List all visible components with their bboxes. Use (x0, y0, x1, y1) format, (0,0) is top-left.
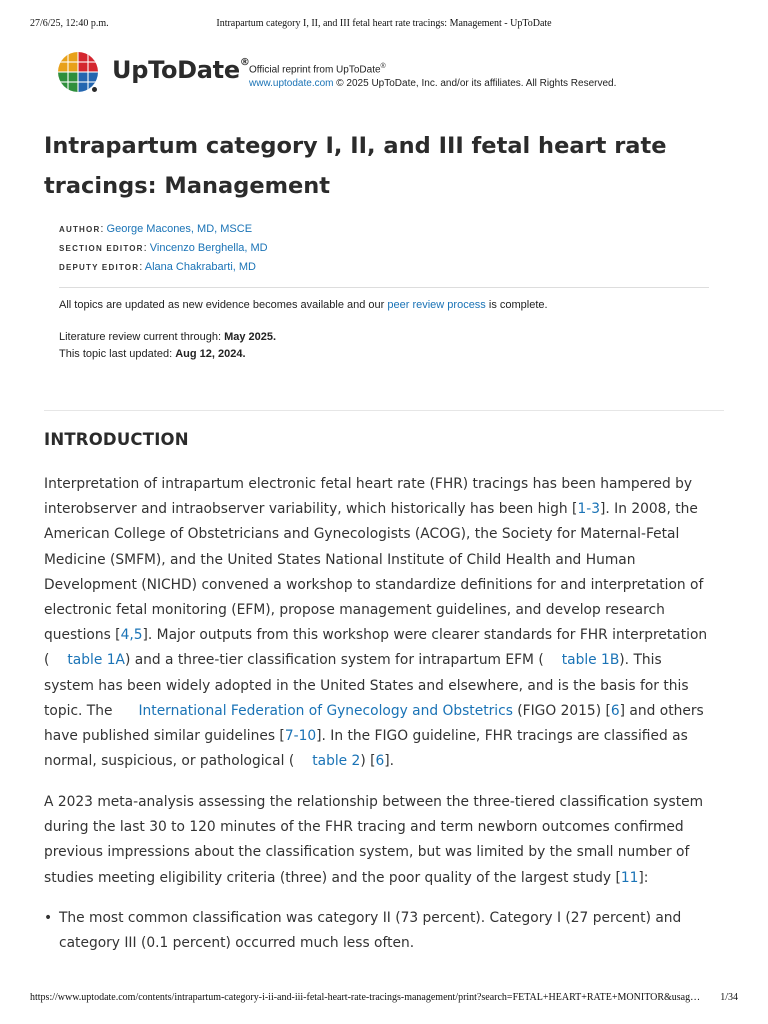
deputy-editor-label: Deputy Editor (59, 263, 140, 272)
section-heading-introduction: INTRODUCTION (44, 430, 189, 449)
reference-link[interactable]: 4,5 (120, 627, 143, 644)
page-title: Intrapartum category I, II, and III feta… (44, 133, 667, 199)
reprint-line: Official reprint from UpToDate (249, 64, 381, 76)
uptodate-wordmark: UpToDate® (112, 56, 250, 84)
page-number: 1/34 (720, 992, 738, 1003)
print-url: https://www.uptodate.com/contents/intrap… (30, 992, 701, 1003)
figo-link[interactable]: International Federation of Gynecology a… (138, 702, 513, 719)
deputy-editor-link[interactable]: Alana Chakrabarti, MD (144, 261, 257, 273)
reference-link[interactable]: 6 (610, 702, 620, 719)
review-dates: Literature review current through: May 2… (59, 331, 277, 360)
section-editor-link[interactable]: Vincenzo Berghella, MD (149, 242, 268, 254)
reference-link[interactable]: 7-10 (284, 728, 317, 745)
section-divider (44, 410, 724, 411)
table-1a-link[interactable]: table 1A (67, 652, 125, 669)
uptodate-site-link[interactable]: www.uptodate.com (249, 78, 334, 90)
print-footer: https://www.uptodate.com/contents/intrap… (30, 992, 738, 1006)
reference-link[interactable]: 1-3 (577, 501, 600, 518)
author-link[interactable]: George Macones, MD, MSCE (106, 223, 253, 235)
table-1b-link[interactable]: table 1B (561, 652, 620, 669)
reference-link[interactable]: 6 (375, 753, 385, 770)
reference-link[interactable]: 11 (620, 869, 639, 886)
uptodate-logo-icon (58, 52, 98, 92)
print-page-title: Intrapartum category I, II, and III feta… (216, 18, 552, 29)
intro-paragraph-1: Interpretation of intrapartum electronic… (44, 476, 708, 770)
section-editor-label: Section Editor (59, 244, 144, 253)
print-date: 27/6/25, 12:40 p.m. (30, 18, 109, 29)
intro-paragraph-2: A 2023 meta-analysis assessing the relat… (44, 794, 704, 886)
divider (59, 287, 709, 288)
last-updated-date: Aug 12, 2024. (175, 348, 246, 360)
logo-dot (92, 87, 97, 92)
table-2-link[interactable]: table 2 (312, 753, 361, 770)
peer-review-link[interactable]: peer review process (387, 299, 486, 311)
print-header: 27/6/25, 12:40 p.m. Intrapartum category… (30, 18, 738, 32)
copyright-text: © 2025 UpToDate, Inc. and/or its affilia… (333, 78, 617, 90)
update-notice: All topics are updated as new evidence b… (59, 299, 548, 311)
byline: Author: George Macones, MD, MSCE Section… (59, 223, 268, 273)
reprint-notice: Official reprint from UpToDate® www.upto… (249, 63, 617, 90)
lit-review-date: May 2025. (224, 331, 277, 343)
bullet-icon: • (44, 910, 53, 926)
author-label: Author (59, 225, 101, 234)
